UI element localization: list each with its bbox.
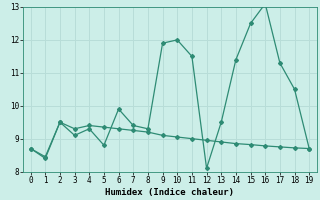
X-axis label: Humidex (Indice chaleur): Humidex (Indice chaleur) — [105, 188, 235, 197]
